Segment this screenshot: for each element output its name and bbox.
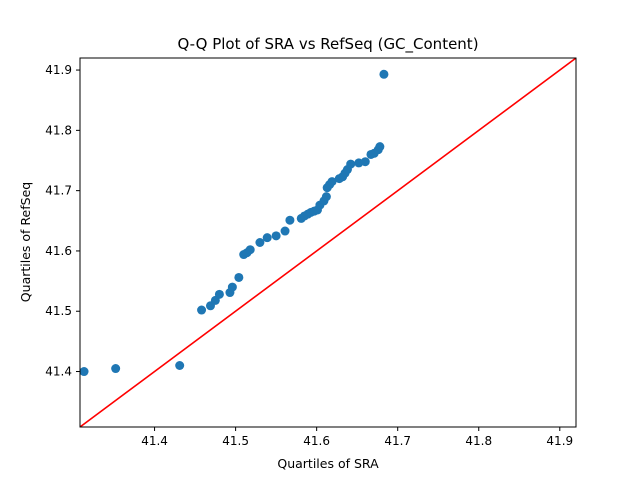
x-tick-label: 41.5 bbox=[222, 434, 249, 448]
y-axis-label: Quartiles of RefSeq bbox=[18, 182, 33, 302]
data-point bbox=[214, 289, 224, 299]
x-tick-label: 41.6 bbox=[303, 434, 330, 448]
data-point bbox=[262, 233, 272, 243]
data-point bbox=[271, 231, 281, 241]
data-points-layer bbox=[80, 69, 389, 377]
reference-line bbox=[80, 58, 576, 427]
data-point bbox=[227, 282, 237, 292]
data-point bbox=[285, 215, 295, 225]
y-tick-label: 41.7 bbox=[45, 184, 72, 198]
plot-area bbox=[79, 57, 577, 428]
y-tick-label: 41.4 bbox=[45, 365, 72, 379]
axes-frame bbox=[79, 57, 577, 428]
reference-line-layer bbox=[80, 58, 576, 427]
x-tick-label: 41.9 bbox=[546, 434, 573, 448]
y-tick-label: 41.5 bbox=[45, 304, 72, 318]
data-point bbox=[280, 226, 290, 236]
y-tick-label: 41.9 bbox=[45, 63, 72, 77]
x-tick-label: 41.8 bbox=[465, 434, 492, 448]
y-tick-label: 41.6 bbox=[45, 244, 72, 258]
data-point bbox=[375, 142, 385, 152]
data-point bbox=[175, 361, 185, 370]
data-point bbox=[360, 157, 370, 167]
y-tick-label: 41.8 bbox=[45, 123, 72, 137]
data-point bbox=[255, 238, 265, 247]
data-point bbox=[245, 245, 255, 255]
data-point bbox=[197, 305, 207, 315]
x-axis-label: Quartiles of SRA bbox=[277, 456, 379, 471]
data-point bbox=[379, 69, 389, 79]
x-axis-ticks: 41.4 41.5 41.6 41.7 41.8 41.9 bbox=[141, 427, 573, 448]
y-axis-ticks: 41.4 41.5 41.6 41.7 41.8 41.9 bbox=[45, 63, 80, 379]
x-tick-label: 41.4 bbox=[141, 434, 168, 448]
data-point bbox=[80, 367, 89, 377]
chart-title: Q-Q Plot of SRA vs RefSeq (GC_Content) bbox=[177, 35, 478, 54]
data-point bbox=[234, 272, 244, 282]
data-point bbox=[321, 192, 331, 202]
data-point bbox=[111, 364, 121, 374]
data-point bbox=[327, 177, 337, 187]
data-point bbox=[346, 159, 356, 169]
x-tick-label: 41.7 bbox=[384, 434, 411, 448]
